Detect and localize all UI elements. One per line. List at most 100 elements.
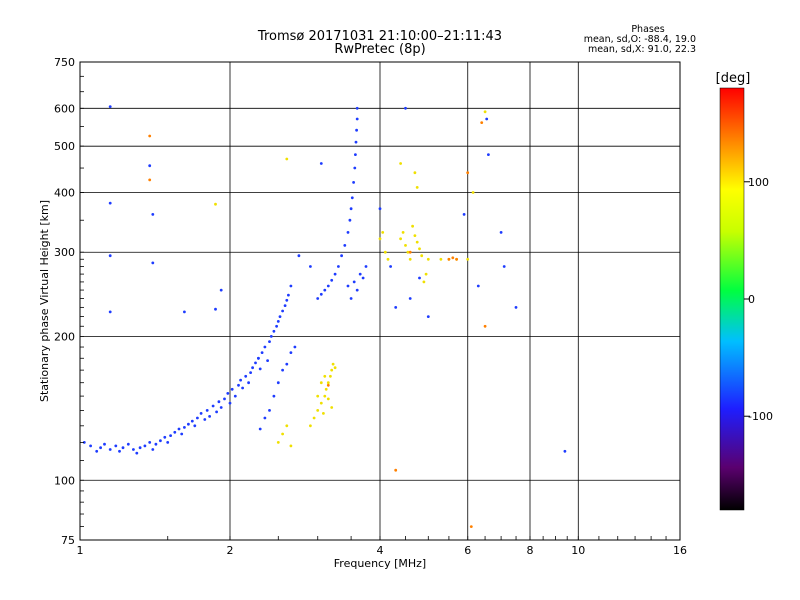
data-point bbox=[114, 444, 118, 448]
data-point bbox=[447, 257, 451, 261]
data-point bbox=[276, 320, 280, 323]
data-point bbox=[205, 409, 209, 412]
data-point bbox=[378, 237, 382, 241]
data-point bbox=[406, 250, 410, 254]
chart-subtitle: RwPretec (8p) bbox=[334, 42, 425, 57]
x-tick-label: 4 bbox=[377, 544, 384, 557]
colorbar-tick-label: 100 bbox=[748, 176, 769, 189]
data-point bbox=[330, 278, 334, 282]
data-point bbox=[469, 525, 473, 528]
data-point bbox=[138, 446, 142, 450]
data-point bbox=[331, 362, 335, 366]
phases-o-line: mean, sd,O: -88.4, 19.0 bbox=[584, 34, 696, 45]
data-point bbox=[462, 213, 466, 216]
data-point bbox=[324, 387, 328, 391]
data-point bbox=[281, 309, 284, 313]
data-point bbox=[226, 392, 230, 395]
data-point bbox=[268, 340, 271, 343]
data-point bbox=[408, 297, 412, 300]
data-point bbox=[154, 442, 158, 446]
data-point bbox=[237, 383, 240, 387]
data-point bbox=[487, 153, 490, 157]
grid-lines bbox=[79, 62, 681, 540]
data-point bbox=[126, 442, 130, 446]
data-point bbox=[275, 324, 278, 328]
data-point bbox=[326, 383, 330, 387]
data-point bbox=[276, 441, 280, 444]
data-point bbox=[241, 386, 245, 390]
data-point bbox=[230, 387, 234, 391]
data-point bbox=[215, 410, 219, 414]
x-tick-labels: 1 2 4 6 8 10 16 bbox=[77, 544, 688, 557]
data-point bbox=[219, 406, 223, 409]
data-point bbox=[276, 381, 280, 385]
data-point bbox=[326, 381, 330, 385]
data-point bbox=[394, 468, 398, 472]
data-point bbox=[418, 276, 421, 280]
phases-x-line: mean, sd,X: 91.0, 22.3 bbox=[588, 44, 696, 55]
x-tick-label: 6 bbox=[464, 544, 471, 557]
data-point bbox=[418, 247, 421, 251]
data-point bbox=[563, 449, 567, 453]
data-point bbox=[148, 134, 152, 138]
colorbar-ticks: 100 0 -100 bbox=[744, 176, 773, 423]
data-point bbox=[354, 153, 357, 157]
data-point bbox=[258, 427, 262, 431]
data-point bbox=[340, 254, 343, 258]
data-point bbox=[413, 234, 417, 238]
data-point bbox=[244, 374, 248, 378]
data-point bbox=[289, 351, 293, 354]
data-point bbox=[263, 416, 267, 420]
data-point bbox=[251, 366, 255, 370]
data-point bbox=[108, 105, 112, 108]
data-point bbox=[386, 257, 390, 261]
data-point bbox=[121, 446, 125, 450]
data-point bbox=[269, 335, 273, 338]
data-point bbox=[316, 409, 320, 412]
data-point bbox=[148, 164, 152, 168]
data-point bbox=[281, 432, 284, 436]
data-point bbox=[333, 272, 337, 276]
data-point bbox=[415, 240, 419, 244]
data-point bbox=[135, 451, 139, 455]
data-point bbox=[187, 422, 190, 426]
data-point bbox=[228, 401, 232, 405]
data-point bbox=[404, 244, 407, 247]
data-point bbox=[281, 368, 284, 372]
data-point bbox=[103, 442, 106, 446]
y-tick-label: 200 bbox=[54, 330, 75, 343]
data-point bbox=[319, 401, 323, 405]
data-point bbox=[309, 424, 312, 428]
y-tick-label: 75 bbox=[61, 534, 75, 547]
data-point bbox=[408, 257, 412, 261]
data-point bbox=[151, 213, 155, 216]
data-point bbox=[148, 441, 152, 444]
y-tick-label: 750 bbox=[54, 56, 75, 69]
data-point bbox=[383, 250, 387, 254]
data-point bbox=[266, 359, 269, 362]
y-tick-label: 400 bbox=[54, 186, 75, 199]
data-point bbox=[355, 128, 358, 132]
data-point bbox=[451, 256, 455, 260]
data-point bbox=[214, 307, 217, 311]
data-point bbox=[420, 254, 424, 258]
data-point bbox=[329, 374, 332, 378]
y-tick-label: 500 bbox=[54, 140, 75, 153]
data-points bbox=[82, 105, 567, 528]
x-tick-label: 1 bbox=[77, 544, 84, 557]
data-point bbox=[426, 257, 430, 261]
data-point bbox=[322, 412, 325, 415]
colorbar-tick-label: 0 bbox=[748, 293, 755, 306]
data-point bbox=[196, 416, 199, 420]
data-point bbox=[480, 121, 484, 124]
data-point bbox=[353, 166, 357, 170]
data-point bbox=[258, 367, 262, 371]
data-point bbox=[404, 106, 407, 110]
data-point bbox=[337, 265, 340, 268]
data-point bbox=[471, 191, 475, 194]
data-point bbox=[349, 297, 353, 300]
data-point bbox=[289, 284, 293, 288]
data-point bbox=[214, 202, 217, 206]
data-point bbox=[260, 351, 264, 354]
data-point bbox=[108, 201, 112, 205]
